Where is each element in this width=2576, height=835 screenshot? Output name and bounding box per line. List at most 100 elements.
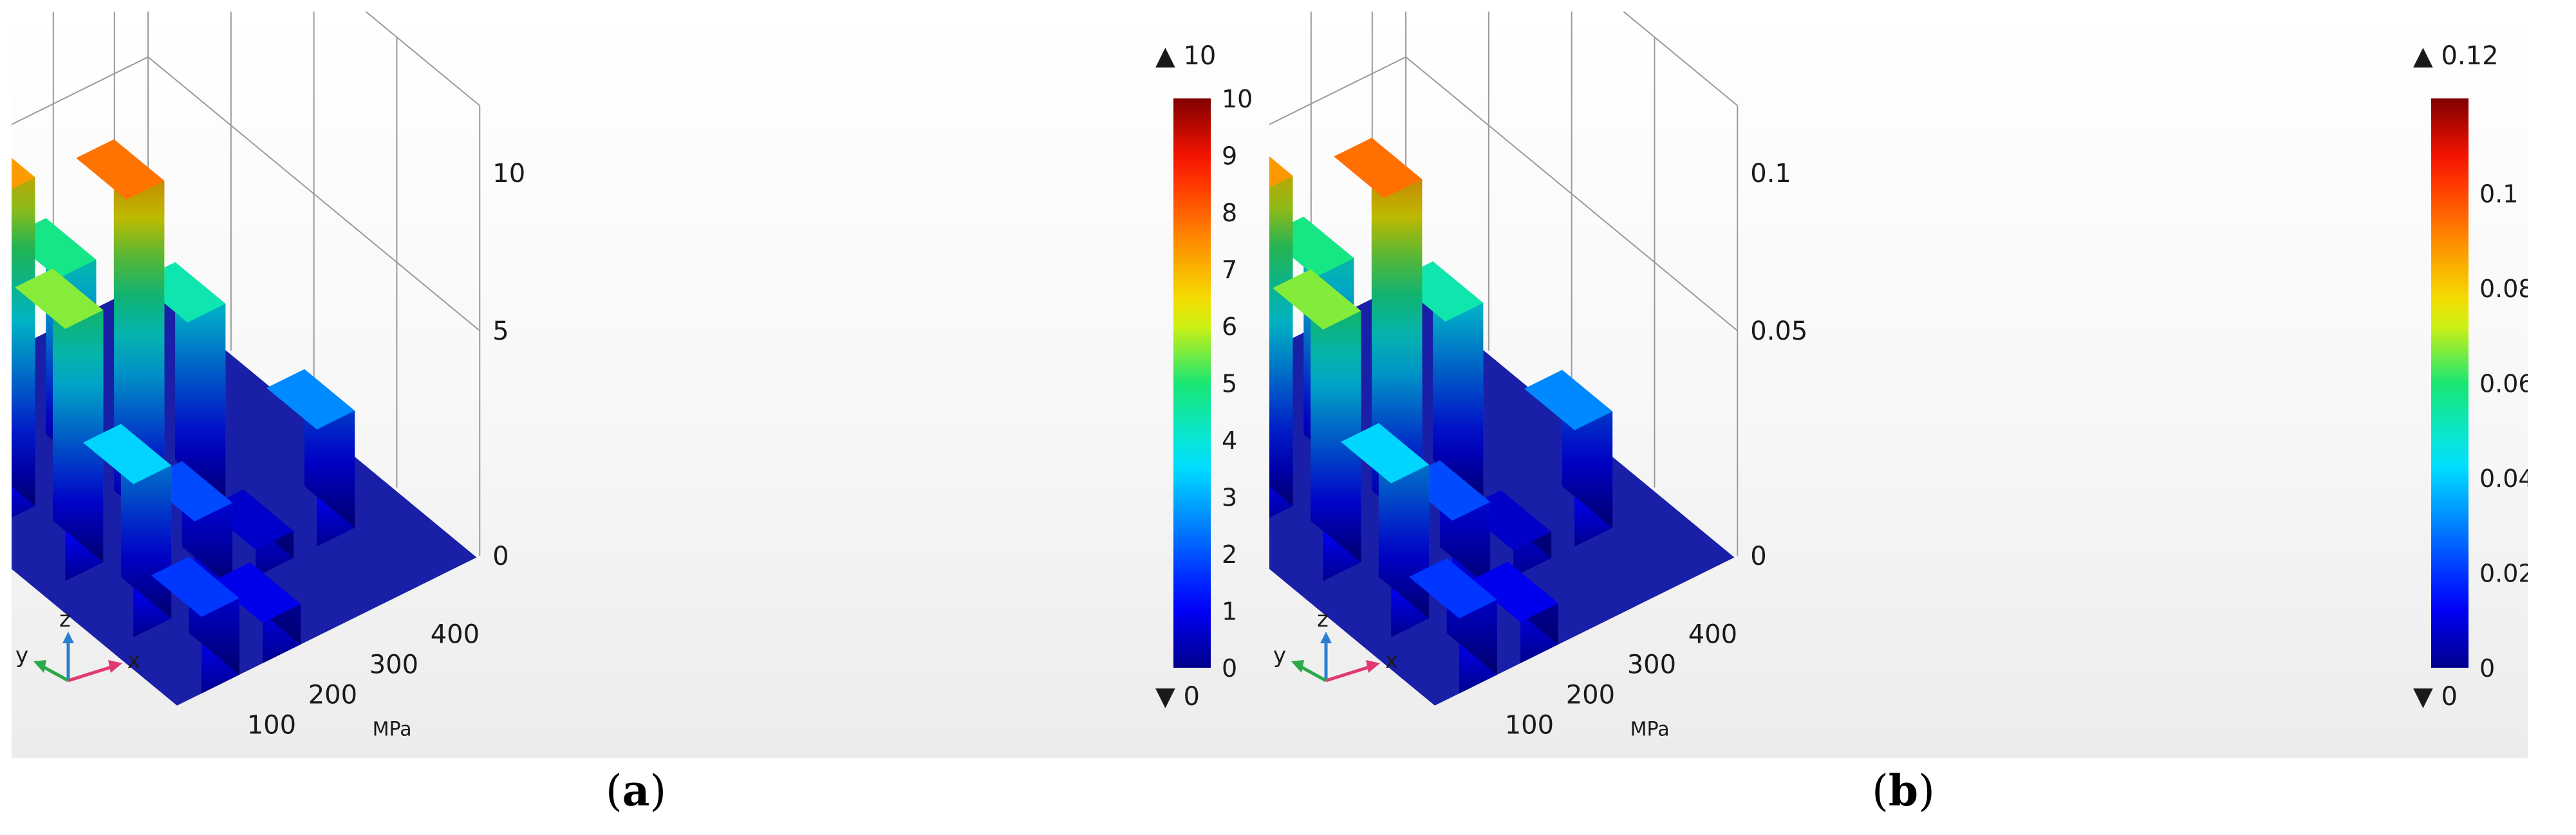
x-tick-label: 300: [369, 650, 418, 680]
bar: [83, 423, 172, 638]
x-tick-label: 400: [431, 620, 480, 650]
z-tick-label: 0.05: [1750, 317, 1807, 346]
bar-top-face: [1334, 138, 1423, 198]
bar: [1269, 156, 1293, 518]
bar-top-face: [1524, 370, 1613, 430]
bar: [1524, 370, 1613, 547]
colorbar-tick-label: 0.04: [2479, 464, 2528, 493]
colorbar-tick-label: 2: [1222, 540, 1237, 569]
bar-top-face: [212, 562, 301, 623]
tick-labels: 100200300400MPa200150100500MPa0510: [247, 159, 525, 741]
x-axis-letter: x: [1385, 648, 1398, 674]
colorbar: [2431, 98, 2469, 668]
caption-letter: a: [622, 766, 650, 816]
grid-line: [1622, 12, 1738, 106]
colorbar-tick-label: 5: [1222, 370, 1237, 398]
y-axis-letter: y: [15, 643, 28, 668]
colorbar-tick-label: 4: [1222, 427, 1237, 455]
z-tick-label: 0.1: [1750, 159, 1791, 188]
x-axis-letter: x: [127, 648, 140, 674]
bar-side-face: [53, 268, 104, 563]
y-arrow-head: [1291, 660, 1304, 673]
caption-a: (a): [605, 766, 667, 816]
colorbar-tick-label: 0.1: [2479, 180, 2518, 208]
bar-top-face: [76, 139, 165, 200]
tick-labels: 100200300400MPa200150100500MPa00.050.1: [1505, 159, 1808, 741]
chart-panel-b: 100200300400MPa200150100500MPa00.050.100…: [1269, 12, 2528, 758]
x-unit-label: MPa: [373, 719, 412, 741]
y-axis-arrow: [1299, 665, 1327, 683]
x-tick-label: 100: [1505, 711, 1554, 740]
colorbar-tick-label: 9: [1222, 142, 1237, 170]
z-axis-letter: z: [1317, 607, 1329, 632]
bar-top-face: [1408, 558, 1497, 619]
x-axis-arrow: [68, 665, 114, 683]
y-axis-arrow: [41, 665, 70, 683]
x-arrow-head: [1366, 660, 1380, 673]
bar3d-chart-b: 100200300400MPa200150100500MPa00.050.100…: [1269, 12, 2528, 741]
x-tick-label: 200: [1566, 681, 1615, 710]
z-tick-label: 0: [1750, 542, 1766, 571]
colorbar-tick-label: 6: [1222, 313, 1237, 341]
caption-b: (b): [1872, 766, 1935, 816]
x-arrow-head: [108, 660, 122, 673]
colorbar-tick-label: 0: [1222, 654, 1237, 683]
bar-top-face: [12, 158, 35, 189]
colorbar-max-label: ▲ 0.12: [2413, 41, 2499, 71]
bar: [1470, 562, 1558, 663]
bar3d-chart-a: 100200300400MPa200150100500MPa0510012345…: [12, 12, 1253, 741]
caption-letter: b: [1888, 766, 1919, 816]
bar: [12, 158, 35, 518]
colorbar-labels: 0 0.02 0.04 0.06 0.08 0.1 ▲ 0.12 ▼ 0: [2413, 41, 2528, 711]
grid-line: [12, 56, 480, 331]
bars: [1269, 138, 1613, 693]
z-tick-label: 0: [492, 542, 509, 571]
colorbar-labels: 0 1 2 3 4 5 6 7 8 9 10▲ 10 ▼ 0: [1155, 41, 1253, 711]
bar: [15, 268, 104, 582]
bar: [1341, 423, 1430, 638]
bar: [1395, 261, 1484, 521]
y-axis-letter: y: [1273, 643, 1286, 668]
colorbar-tick-label: 3: [1222, 484, 1237, 512]
bar-top-face: [1273, 269, 1361, 330]
colorbar-tick-label: 0: [2479, 654, 2495, 683]
z-axis-letter: z: [59, 607, 71, 632]
bar-top-face: [1470, 562, 1558, 622]
colorbar-tick-label: 8: [1222, 199, 1237, 227]
colorbar-tick-label: 1: [1222, 598, 1237, 626]
colorbar-min-label: ▼ 0: [1155, 682, 1200, 711]
grid-line: [1269, 56, 1738, 331]
bar-top-face: [266, 369, 355, 430]
bar: [266, 369, 355, 547]
axis-triad: z x y: [15, 607, 140, 683]
x-tick-label: 400: [1688, 620, 1737, 650]
colorbar-max-label: ▲ 10: [1155, 41, 1216, 71]
z-tick-label: 5: [492, 317, 509, 346]
bar-top-face: [1269, 156, 1293, 188]
colorbar-tick-label: 0.06: [2479, 370, 2528, 398]
colorbar-tick-label: 0.08: [2479, 275, 2528, 303]
colorbar-tick-label: 10: [1222, 85, 1253, 113]
grid-line: [364, 12, 480, 106]
colorbar-min-label: ▼ 0: [2413, 682, 2458, 711]
colorbar: [1173, 98, 1211, 668]
bar-side-face: [12, 158, 35, 506]
bar-top-face: [15, 268, 104, 329]
bar: [1408, 558, 1497, 693]
z-tick-label: 10: [492, 159, 525, 188]
colorbar-tick-label: 0.02: [2479, 560, 2528, 588]
z-arrow-head: [62, 632, 74, 643]
x-unit-label: MPa: [1630, 719, 1670, 741]
colorbar-tick-label: 7: [1222, 256, 1237, 284]
bar-top-face: [151, 556, 239, 617]
z-arrow-head: [1320, 632, 1332, 643]
bar-side-face: [1269, 156, 1293, 506]
x-axis-arrow: [1325, 665, 1372, 683]
bar: [1273, 269, 1361, 582]
x-tick-label: 100: [247, 711, 296, 740]
chart-panel-a: 100200300400MPa200150100500MPa0510012345…: [12, 12, 1270, 758]
bar: [151, 556, 239, 693]
bar-top-face: [83, 423, 172, 484]
bar-top-face: [1341, 423, 1430, 484]
bars: [12, 139, 355, 693]
